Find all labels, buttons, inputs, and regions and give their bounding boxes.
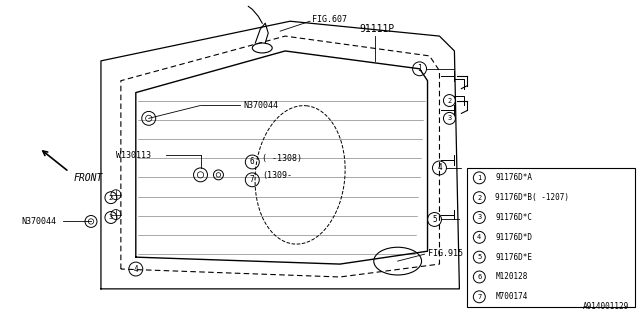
Text: 5: 5	[477, 254, 481, 260]
Text: 4: 4	[437, 164, 442, 172]
Text: FRONT: FRONT	[73, 173, 102, 183]
Text: 91176D*D: 91176D*D	[495, 233, 532, 242]
Text: 91176D*E: 91176D*E	[495, 253, 532, 262]
Text: FIG.607: FIG.607	[312, 15, 347, 24]
Text: 2: 2	[109, 195, 113, 201]
Text: 6: 6	[250, 157, 255, 166]
Text: 91111P: 91111P	[360, 24, 395, 34]
Text: ( -1308): ( -1308)	[262, 154, 302, 163]
Text: 2: 2	[447, 98, 452, 104]
Text: 91176D*C: 91176D*C	[495, 213, 532, 222]
Text: N370044: N370044	[21, 217, 56, 226]
Text: 5: 5	[432, 215, 437, 224]
Text: 3: 3	[447, 116, 452, 121]
Text: 1: 1	[417, 64, 422, 73]
Text: N370044: N370044	[243, 101, 278, 110]
Text: M700174: M700174	[495, 292, 527, 301]
Text: FIG.915: FIG.915	[428, 249, 463, 258]
Text: 3: 3	[477, 214, 481, 220]
Bar	[467, 168, 635, 307]
Text: 7: 7	[250, 175, 255, 184]
Text: (1309-: (1309-	[262, 172, 292, 180]
Text: 91176D*A: 91176D*A	[495, 173, 532, 182]
Text: 6: 6	[477, 274, 481, 280]
Text: 4: 4	[134, 265, 138, 274]
Text: 3: 3	[109, 214, 113, 220]
Text: M120128: M120128	[495, 272, 527, 282]
Text: 2: 2	[477, 195, 481, 201]
Text: 7: 7	[477, 294, 481, 300]
Text: W130113: W130113	[116, 150, 151, 160]
Text: 91176D*B( -1207): 91176D*B( -1207)	[495, 193, 569, 202]
Text: 4: 4	[477, 234, 481, 240]
Text: A914001129: A914001129	[582, 302, 628, 311]
Text: 1: 1	[477, 175, 481, 181]
